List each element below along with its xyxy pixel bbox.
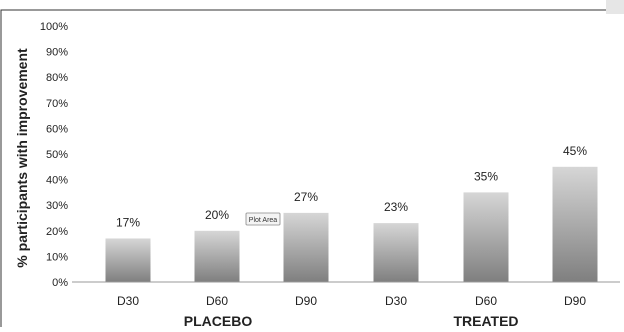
x-tick-label: D30 (117, 294, 139, 308)
bar (552, 166, 598, 282)
y-tick-label: 40% (46, 175, 68, 187)
data-label: 45% (563, 144, 587, 158)
plot-area-tooltip: Plot Area (245, 212, 281, 226)
bars (105, 166, 598, 282)
y-tick-label: 30% (46, 200, 68, 212)
x-tick-label: D90 (295, 294, 317, 308)
tooltip-text: Plot Area (249, 217, 278, 224)
x-tick-label: D30 (385, 294, 407, 308)
bar (194, 230, 240, 282)
x-tick-labels: D30 D60 D90 D30 D60 D90 (117, 294, 586, 308)
x-tick-label: D60 (206, 294, 228, 308)
y-tick-label: 50% (46, 149, 68, 161)
y-tick-label: 70% (46, 98, 68, 110)
group-label: PLACEBO (184, 313, 253, 327)
y-tick-label: 90% (46, 47, 68, 59)
data-label: 35% (474, 169, 498, 183)
y-tick-labels: 0% 10% 20% 30% 40% 50% 60% 70% 80% 90% 100% (40, 21, 68, 289)
y-tick-label: 80% (46, 72, 68, 84)
bar (283, 212, 329, 282)
x-tick-label: D90 (564, 294, 586, 308)
y-tick-label: 100% (40, 21, 68, 33)
bar (373, 223, 419, 282)
data-label: 17% (116, 215, 140, 229)
data-label: 20% (205, 208, 229, 222)
y-tick-label: 20% (46, 226, 68, 238)
bar (105, 238, 151, 282)
group-labels: PLACEBO TREATED (184, 313, 519, 329)
group-label: TREATED (453, 313, 518, 327)
data-labels: 17% 20% 27% 23% 35% 45% (116, 144, 587, 230)
y-axis-title: % participants with improvement (14, 48, 30, 268)
bar (463, 192, 509, 282)
chart-border (0, 9, 624, 332)
x-tick-label: D60 (475, 294, 497, 308)
corner-box (606, 0, 624, 14)
y-tick-label: 10% (46, 251, 68, 263)
data-label: 23% (384, 200, 408, 214)
data-label: 27% (294, 190, 318, 204)
y-tick-label: 0% (52, 277, 68, 289)
y-tick-label: 60% (46, 123, 68, 135)
